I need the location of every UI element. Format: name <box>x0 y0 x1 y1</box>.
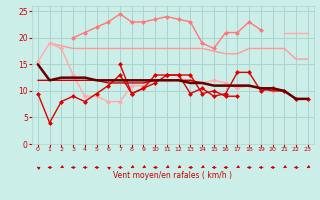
X-axis label: Vent moyen/en rafales ( km/h ): Vent moyen/en rafales ( km/h ) <box>113 171 232 180</box>
